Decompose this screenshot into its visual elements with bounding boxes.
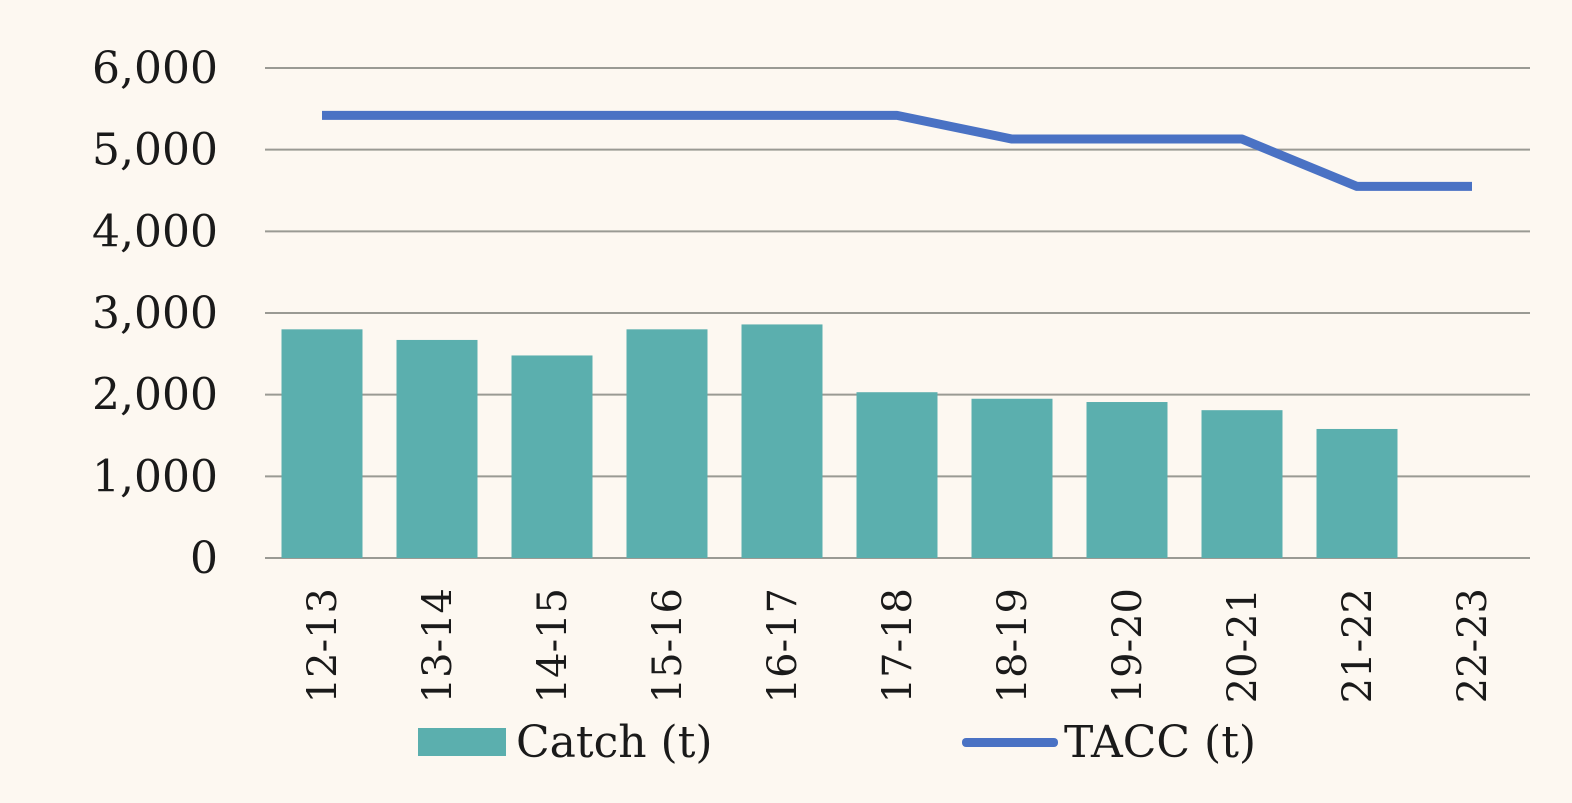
x-category-label: 15-16 [645, 588, 691, 703]
y-tick-label: 3,000 [92, 288, 218, 339]
legend-item-catch: Catch (t) [418, 712, 713, 772]
catch-bar [856, 392, 938, 558]
x-category-label: 20-21 [1220, 588, 1266, 703]
catch-bars [281, 324, 1398, 558]
x-axis-category-labels: 12-13 13-14 14-15 15-16 16-17 17-18 18-19 19-20… [300, 588, 1496, 703]
y-tick-label: 0 [190, 533, 218, 584]
tacc-line [322, 110, 1472, 191]
catch-bar [971, 398, 1053, 558]
catch-bar [626, 329, 708, 558]
catch-bar [1086, 402, 1168, 558]
y-axis-tick-labels: 0 1,000 2,000 3,000 4,000 5,000 6,000 [92, 43, 218, 584]
x-category-label: 16-17 [760, 588, 806, 703]
legend: Catch (t) TACC (t) [0, 712, 1572, 772]
y-tick-label: 2,000 [92, 370, 218, 421]
catch-tacc-chart: 0 1,000 2,000 3,000 4,000 5,000 6,000 12-13 13-… [92, 43, 1530, 703]
legend-label-catch: Catch (t) [516, 716, 713, 768]
y-tick-label: 1,000 [92, 451, 218, 502]
catch-bar [1201, 410, 1283, 558]
x-category-label: 14-15 [530, 588, 576, 703]
catch-bar [396, 339, 478, 558]
x-category-label: 19-20 [1105, 588, 1151, 703]
legend-item-tacc: TACC (t) [962, 712, 1256, 772]
catch-bar [741, 324, 823, 558]
tacc-line-layer [322, 110, 1472, 191]
y-tick-label: 4,000 [92, 206, 218, 257]
x-category-label: 21-22 [1335, 588, 1381, 703]
x-category-label: 13-14 [415, 588, 461, 703]
x-category-label: 12-13 [300, 588, 346, 703]
y-tick-label: 6,000 [92, 43, 218, 94]
catch-bar [281, 329, 363, 558]
catch-bar [511, 355, 593, 558]
y-tick-label: 5,000 [92, 125, 218, 176]
catch-bar [1316, 428, 1398, 558]
x-category-label: 17-18 [875, 588, 921, 703]
legend-label-tacc: TACC (t) [1064, 716, 1257, 768]
x-category-label: 18-19 [990, 588, 1036, 703]
x-category-label: 22-23 [1450, 588, 1496, 703]
legend-swatch-catch [418, 728, 506, 756]
legend-swatch-tacc [962, 737, 1058, 747]
